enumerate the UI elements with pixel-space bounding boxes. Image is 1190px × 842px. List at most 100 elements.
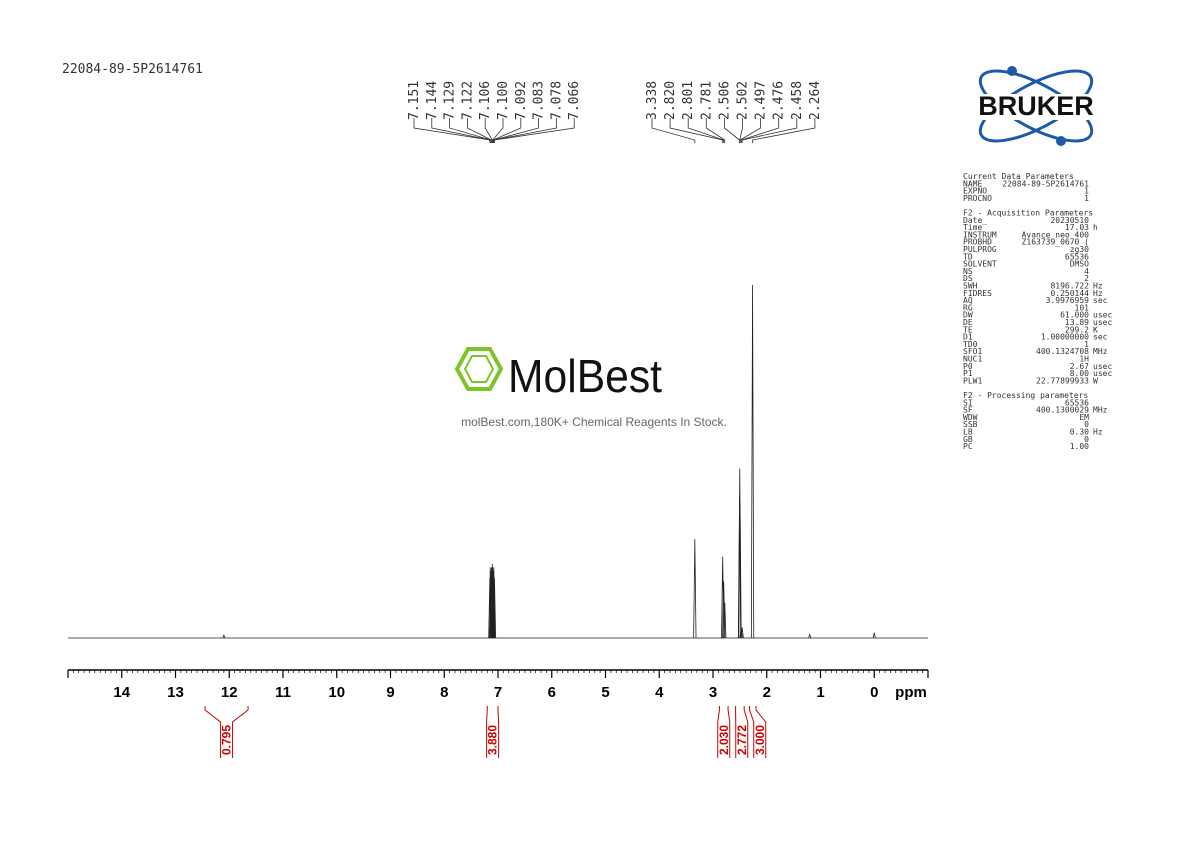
parameter-value: 2.67 [1070, 362, 1089, 371]
x-tick-label: 10 [328, 684, 345, 701]
parameter-name: LB [963, 428, 973, 437]
peak-label: 2.264 [808, 81, 823, 120]
parameter-value: 1.00000000 [1041, 333, 1089, 342]
parameter-name: FIDRES [963, 289, 992, 298]
parameter-name: PROBHD [963, 238, 992, 247]
parameter-name: NS [963, 267, 973, 276]
parameter-unit: Hz [1093, 289, 1103, 298]
peak [739, 627, 743, 639]
peak-label-leg [413, 118, 491, 143]
parameter-value: 1H [1079, 355, 1089, 364]
parameter-name: SWH [963, 282, 978, 291]
parameter-name: TD0 [963, 340, 978, 349]
parameter-value: Avance neo 400 [1022, 230, 1090, 239]
peak-label-leg [467, 118, 492, 143]
integral-value: 3.000 [753, 725, 767, 755]
parameter-unit: MHz [1093, 347, 1108, 356]
peak-label: 7.100 [496, 81, 511, 120]
peak-label-leg [740, 118, 780, 143]
peak-label: 7.129 [443, 81, 458, 120]
x-tick-label: 5 [601, 684, 609, 701]
parameter-unit: usec [1093, 362, 1112, 371]
integral-value: 3.880 [486, 725, 500, 755]
peak-label-leg [493, 118, 557, 143]
peak [740, 627, 744, 639]
x-tick-label: 2 [763, 684, 771, 701]
peak-label-leg [494, 118, 575, 143]
parameter-value: DMSO [1070, 260, 1089, 269]
integral-bracket [735, 706, 749, 758]
peak-label: 7.106 [478, 81, 493, 120]
parameter-value: 22084-89-5P2614761 [1002, 179, 1089, 188]
sample-id: 22084-89-5P2614761 [62, 62, 203, 77]
parameter-value: 0 [1084, 435, 1089, 444]
parameter-value: EM [1079, 413, 1089, 422]
parameter-name: GB [963, 435, 973, 444]
peak-label-leg [492, 118, 522, 143]
parameter-unit: usec [1093, 369, 1112, 378]
x-tick-label: 3 [709, 684, 717, 701]
watermark-icon [454, 347, 504, 391]
x-tick-label: 13 [167, 684, 184, 701]
parameter-name: SI [963, 398, 973, 407]
parameter-value: 65536 [1065, 252, 1089, 261]
logo-orbit [978, 69, 1094, 143]
peak-label-leg [741, 118, 798, 143]
parameter-unit: Hz [1093, 282, 1103, 291]
x-tick-label: 11 [275, 684, 291, 701]
peak-label: 7.066 [567, 81, 582, 120]
integral-value: 2.772 [735, 725, 749, 755]
peak-label: 2.781 [699, 81, 714, 120]
peak-label: 7.083 [532, 81, 547, 120]
peak [872, 632, 876, 639]
parameter-unit: W [1093, 376, 1098, 385]
integral-value: 2.030 [717, 725, 731, 755]
parameter-name: AQ [963, 296, 973, 305]
parameter-name: TE [963, 325, 973, 334]
peak-label: 2.502 [736, 81, 751, 120]
peak-label: 2.820 [663, 81, 678, 120]
x-tick-label: 4 [655, 684, 664, 701]
x-tick-label: 14 [113, 684, 130, 701]
parameter-name: DS [963, 274, 973, 283]
integral-bracket [717, 706, 731, 758]
parameter-name: Date_ [963, 216, 987, 225]
parameter-value: 13.89 [1065, 318, 1089, 327]
watermark-icon [463, 355, 495, 383]
peak [738, 503, 742, 639]
peak [723, 602, 727, 639]
x-tick-label: 8 [440, 684, 448, 701]
parameter-value: 0.250144 [1050, 289, 1089, 298]
peak-label: 7.151 [407, 81, 422, 120]
peak [750, 284, 755, 639]
peak-label-leg [687, 118, 725, 143]
integral-bracket [486, 706, 500, 758]
peak [222, 634, 226, 639]
parameter-unit: h [1093, 223, 1098, 232]
peak-label-leg [492, 118, 504, 143]
parameter-value: 61.000 [1060, 311, 1089, 320]
parameter-value: 1 [1084, 187, 1089, 196]
parameter-value: 400.1300029 [1036, 406, 1089, 415]
watermark-name: MolBest [508, 350, 662, 402]
parameter-name: D1 [963, 333, 973, 342]
parameter-name: SOLVENT [963, 260, 997, 269]
peak [721, 556, 725, 639]
logo-dot [1056, 136, 1066, 146]
parameter-value: 2 [1084, 274, 1089, 283]
parameter-value: 65536 [1065, 398, 1089, 407]
parameter-value: 101 [1075, 303, 1090, 312]
parameter-value: 299.2 [1065, 325, 1089, 334]
peak [492, 567, 496, 639]
logo-dot [1007, 66, 1017, 76]
parameter-value: 0 [1084, 420, 1089, 429]
peak-label: 2.497 [754, 81, 769, 120]
watermark-tagline: molBest.com,180K+ Chemical Reagents In S… [461, 415, 727, 429]
parameter-value: 17.03 [1065, 223, 1089, 232]
parameter-unit: usec [1093, 311, 1112, 320]
parameter-value: zg30 [1070, 245, 1089, 254]
x-axis-label: ppm [895, 684, 927, 701]
parameter-value: 3.9976959 [1046, 296, 1090, 305]
peak-label: 7.122 [460, 81, 475, 120]
parameter-name: NUC1 [963, 355, 982, 364]
